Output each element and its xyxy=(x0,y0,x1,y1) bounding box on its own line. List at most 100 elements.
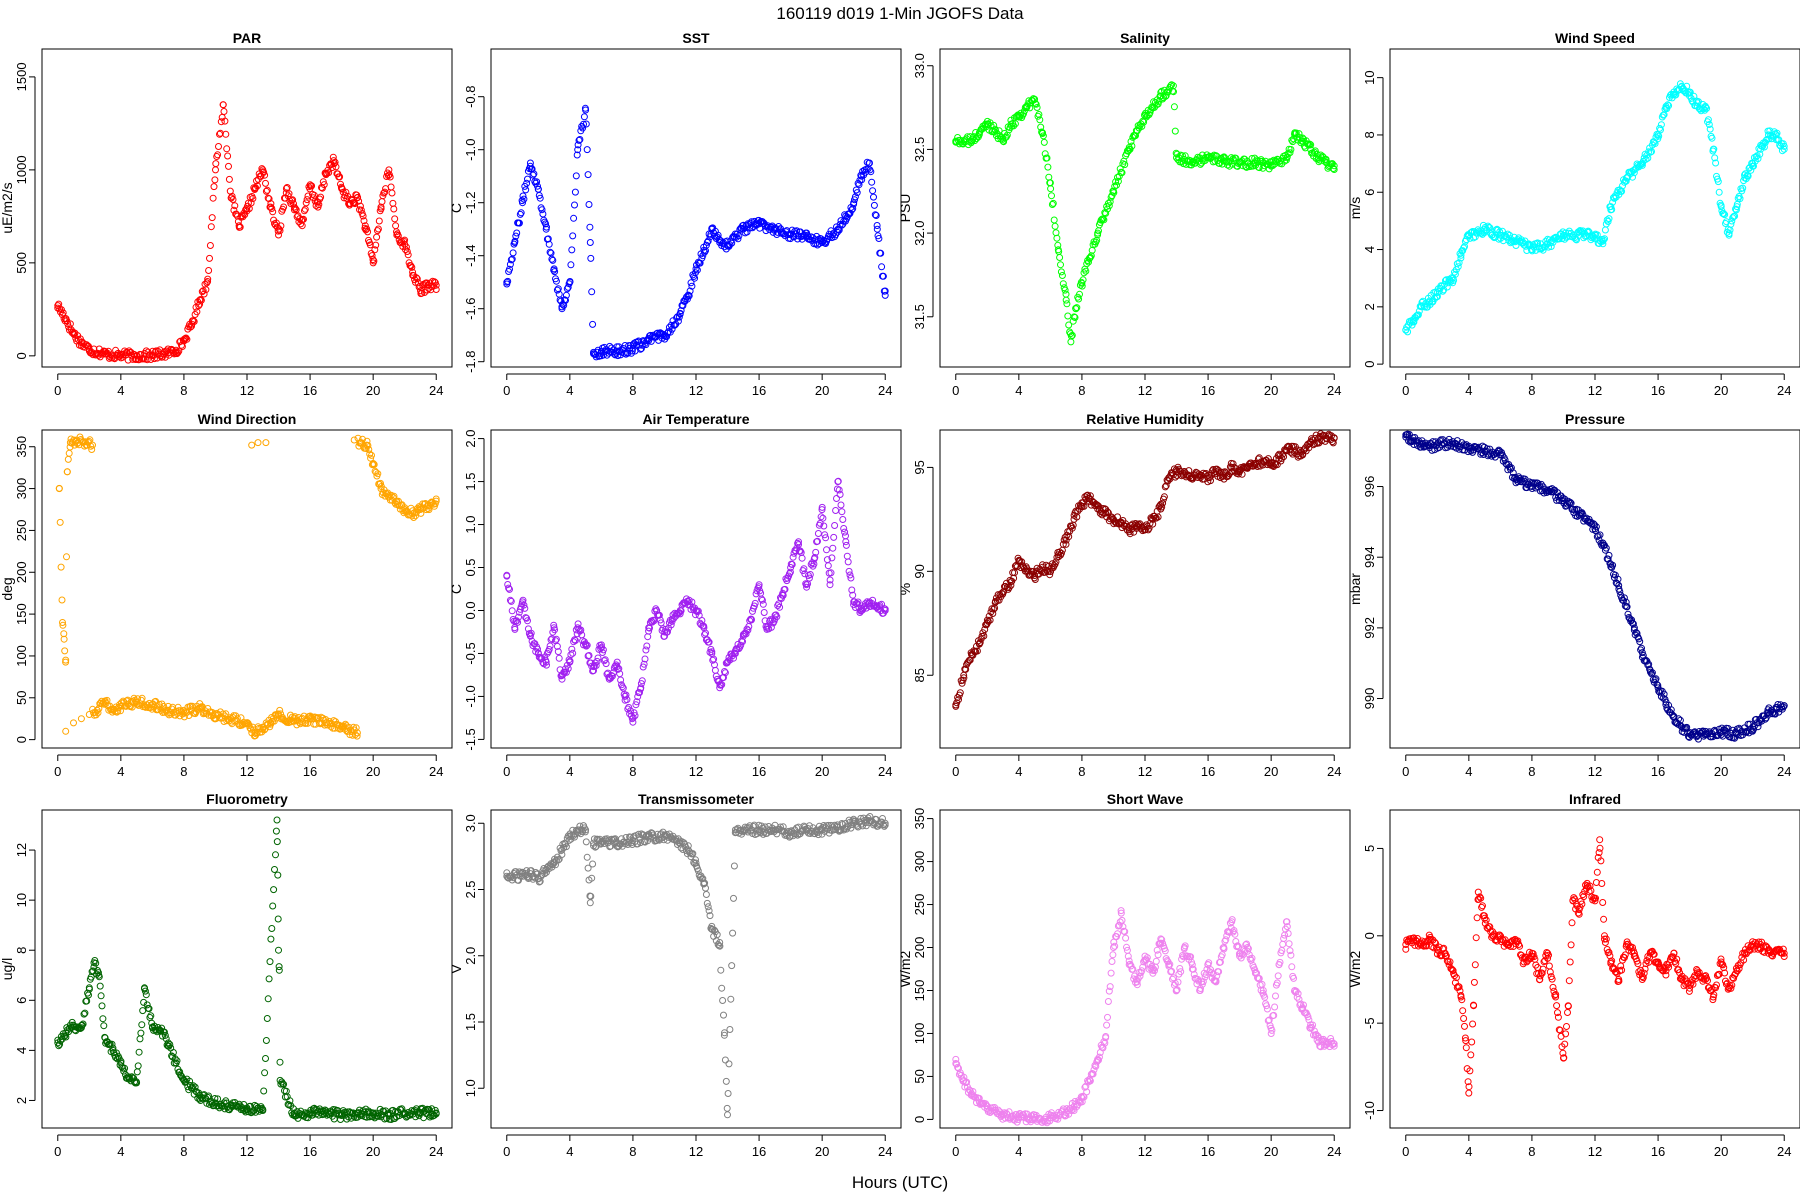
data-point xyxy=(314,203,322,211)
y-tick-label: 32.5 xyxy=(912,137,927,162)
data-point xyxy=(1049,199,1057,207)
data-point xyxy=(568,246,576,254)
data-point xyxy=(330,157,338,165)
data-point xyxy=(322,170,330,178)
data-point xyxy=(1610,194,1617,202)
data-point xyxy=(262,187,270,195)
data-point xyxy=(369,259,377,267)
data-point xyxy=(1584,227,1592,235)
y-tick-label: 0 xyxy=(14,736,29,743)
data-point xyxy=(247,199,255,207)
data-point xyxy=(1714,178,1722,186)
x-tick-label: 12 xyxy=(689,764,703,779)
data-point xyxy=(637,345,644,353)
data-series xyxy=(503,104,889,361)
data-point xyxy=(667,321,675,329)
data-point xyxy=(1647,148,1654,156)
data-point xyxy=(225,162,232,170)
x-tick-label: 0 xyxy=(54,1144,61,1159)
data-point xyxy=(1184,157,1192,165)
y-axis-label: uE/m2/s xyxy=(0,182,15,233)
data-point xyxy=(1170,103,1178,111)
data-point xyxy=(983,120,991,128)
figure-title: 160119 d019 1-Min JGOFS Data xyxy=(776,4,1024,23)
data-point xyxy=(692,265,700,273)
data-point xyxy=(174,349,182,356)
data-point xyxy=(258,165,266,173)
data-point xyxy=(1545,243,1552,251)
data-point xyxy=(336,173,344,181)
y-tick-label: 95 xyxy=(912,460,927,474)
data-point xyxy=(1036,116,1044,124)
data-point xyxy=(1080,269,1088,277)
data-point xyxy=(542,220,550,228)
x-tick-label: 16 xyxy=(752,1144,766,1159)
x-tick-label: 24 xyxy=(878,764,892,779)
data-point xyxy=(239,213,247,221)
y-tick-label: 100 xyxy=(14,645,29,667)
data-point xyxy=(1075,295,1083,303)
y-axis-label: mbar xyxy=(1347,573,1363,605)
data-series xyxy=(1402,80,1788,336)
data-point xyxy=(1585,228,1593,236)
data-point xyxy=(1118,169,1126,177)
data-point xyxy=(586,239,594,246)
x-tick-label: 20 xyxy=(1264,764,1278,779)
y-tick-label: 350 xyxy=(912,808,927,830)
data-point xyxy=(583,146,591,154)
x-tick-label: 0 xyxy=(952,1144,959,1159)
data-point xyxy=(637,345,645,352)
x-tick-label: 16 xyxy=(1651,383,1665,398)
data-point xyxy=(1708,134,1716,142)
data-point xyxy=(303,196,311,204)
data-point xyxy=(264,194,272,202)
y-tick-label: 90 xyxy=(912,564,927,578)
data-point xyxy=(1539,246,1547,254)
data-point xyxy=(221,117,229,125)
data-point xyxy=(597,347,605,355)
data-point xyxy=(507,256,515,264)
data-point xyxy=(280,203,288,211)
data-point xyxy=(215,143,222,150)
data-point xyxy=(369,256,377,264)
data-point xyxy=(1461,243,1468,251)
panel-title: SST xyxy=(682,30,710,46)
data-point xyxy=(1248,155,1256,162)
data-point xyxy=(509,249,517,257)
data-point xyxy=(1715,188,1723,196)
data-point xyxy=(1496,228,1504,236)
data-point xyxy=(1236,159,1244,167)
data-point xyxy=(1683,82,1691,90)
x-tick-label: 24 xyxy=(429,764,443,779)
data-point xyxy=(1114,173,1121,181)
data-point xyxy=(1099,215,1107,223)
data-point xyxy=(180,337,188,345)
data-point xyxy=(999,137,1007,145)
data-point xyxy=(549,256,557,264)
y-axis-label: m/s xyxy=(1347,197,1363,220)
data-point xyxy=(506,265,513,273)
data-point xyxy=(552,277,560,285)
data-point xyxy=(1097,216,1105,224)
y-tick-label: -1.4 xyxy=(463,244,478,266)
data-point xyxy=(1330,162,1338,170)
data-point xyxy=(1111,182,1119,190)
data-point xyxy=(548,255,556,263)
data-point xyxy=(204,278,212,285)
data-point xyxy=(164,349,172,357)
y-axis-label: PSU xyxy=(897,194,913,223)
data-point xyxy=(1127,138,1135,145)
data-point xyxy=(693,266,701,274)
data-point xyxy=(1460,244,1468,252)
panel-title: Wind Speed xyxy=(1555,30,1635,46)
data-point xyxy=(391,215,399,223)
x-tick-label: 0 xyxy=(503,764,510,779)
data-point xyxy=(242,206,250,214)
data-point xyxy=(673,314,681,322)
data-point xyxy=(70,330,77,337)
data-point xyxy=(746,224,754,232)
data-point xyxy=(870,201,878,209)
y-tick-label: 0 xyxy=(912,1116,927,1123)
